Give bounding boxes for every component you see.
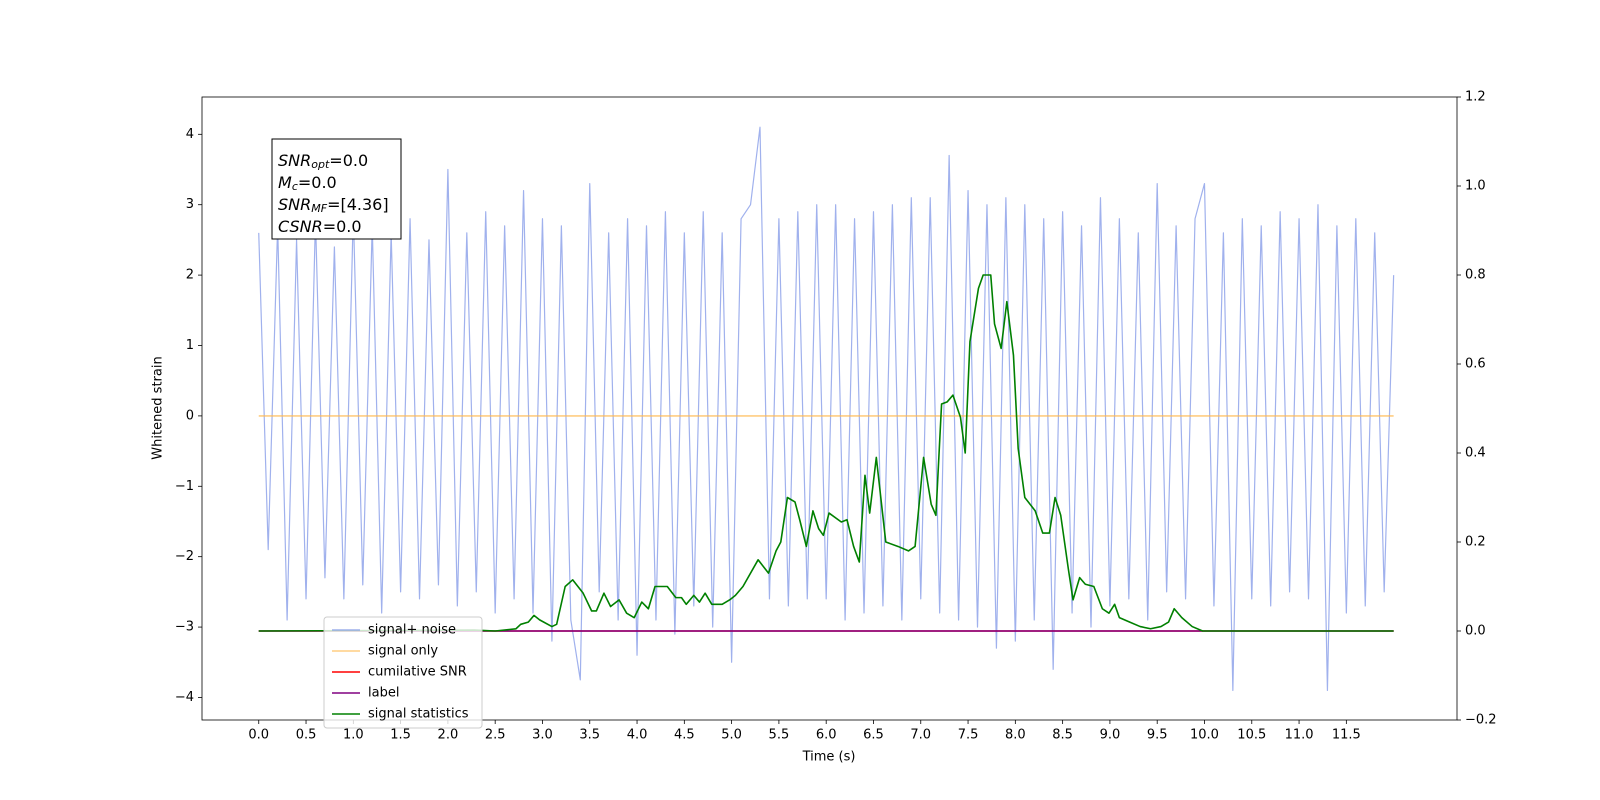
annotation-symbol: SNR	[278, 151, 311, 170]
annotation-box	[271, 138, 402, 240]
x-tick-label: 1.5	[390, 728, 411, 743]
y-tick-label: −1	[175, 479, 194, 494]
x-tick-label: 7.0	[910, 728, 931, 743]
y-tick-label: −4	[175, 690, 194, 705]
series-line	[258, 274, 1394, 632]
annotation-line: CSNR=0.0	[278, 217, 362, 236]
y2-tick-label: 0.2	[1465, 535, 1486, 550]
legend-label: signal statistics	[368, 707, 469, 722]
annotation-subscript: opt	[311, 158, 330, 171]
x-tick-label: 7.5	[958, 728, 979, 743]
y2-tick-label: 0.4	[1465, 446, 1486, 461]
legend-label: signal only	[368, 644, 438, 659]
y-tick-label: 0	[186, 408, 194, 423]
y2-tick-label: 0.8	[1465, 268, 1486, 283]
x-tick-label: 6.0	[816, 728, 837, 743]
x-axis-label: Time (s)	[802, 750, 856, 765]
annotation-line: Mc=0.0	[278, 173, 337, 194]
y2-tick-label: −0.2	[1465, 713, 1497, 728]
legend-label: signal+ noise	[368, 623, 456, 638]
series-line	[258, 126, 1395, 692]
x-tick-label: 1.0	[343, 728, 364, 743]
x-tick-label: 4.0	[627, 728, 648, 743]
legend-box	[323, 616, 483, 729]
x-tick-label: 5.0	[721, 728, 742, 743]
x-tick-label: 0.0	[248, 728, 269, 743]
annotation-symbol: CSNR	[278, 217, 323, 236]
annotation-value: =0.0	[329, 151, 368, 170]
y-tick-label: 1	[186, 338, 194, 353]
annotation-subscript: c	[292, 180, 298, 193]
x-tick-label: 11.0	[1285, 728, 1314, 743]
x-tick-label: 10.0	[1190, 728, 1219, 743]
annotation-symbol: M	[278, 173, 292, 192]
x-tick-label: 2.0	[438, 728, 459, 743]
y2-tick-label: 1.2	[1465, 90, 1486, 105]
x-tick-label: 6.5	[863, 728, 884, 743]
legend: signal+ noise signal only cumilative SNR la…	[323, 616, 483, 729]
y2-tick-label: 0.0	[1465, 624, 1486, 639]
y-tick-label: 2	[186, 268, 194, 283]
x-tick-label: 10.5	[1237, 728, 1266, 743]
x-tick-label: 5.5	[769, 728, 790, 743]
y-tick-label: −2	[175, 549, 194, 564]
annotation-symbol: SNR	[278, 195, 311, 214]
annotation-value: =0.0	[323, 217, 362, 236]
x-tick-label: 8.5	[1052, 728, 1073, 743]
x-tick-label: 9.0	[1100, 728, 1121, 743]
y-tick-label: −3	[175, 620, 194, 635]
x-tick-label: 0.5	[296, 728, 317, 743]
x-tick-label: 9.5	[1147, 728, 1168, 743]
y2-tick-label: 1.0	[1465, 179, 1486, 194]
x-tick-label: 11.5	[1332, 728, 1361, 743]
y-tick-label: 3	[186, 197, 194, 212]
x-tick-label: 2.5	[485, 728, 506, 743]
x-tick-label: 3.0	[532, 728, 553, 743]
y-tick-label: 4	[186, 127, 194, 142]
x-tick-label: 3.5	[579, 728, 600, 743]
annotation-line: SNRMF=[4.36]	[278, 195, 389, 216]
annotation-subscript: MF	[311, 202, 327, 215]
y-axis-label: Whitened strain	[151, 356, 166, 459]
x-tick-label: 8.0	[1005, 728, 1026, 743]
axes-frame	[201, 96, 1458, 721]
legend-label: label	[368, 686, 399, 701]
annotation-value: =[4.36]	[327, 195, 389, 214]
annotation-line: SNRopt=0.0	[278, 151, 368, 172]
annotation-value: =0.0	[298, 173, 337, 192]
y2-tick-label: 0.6	[1465, 357, 1486, 372]
x-tick-label: 4.5	[674, 728, 695, 743]
legend-label: cumilative SNR	[368, 665, 467, 680]
